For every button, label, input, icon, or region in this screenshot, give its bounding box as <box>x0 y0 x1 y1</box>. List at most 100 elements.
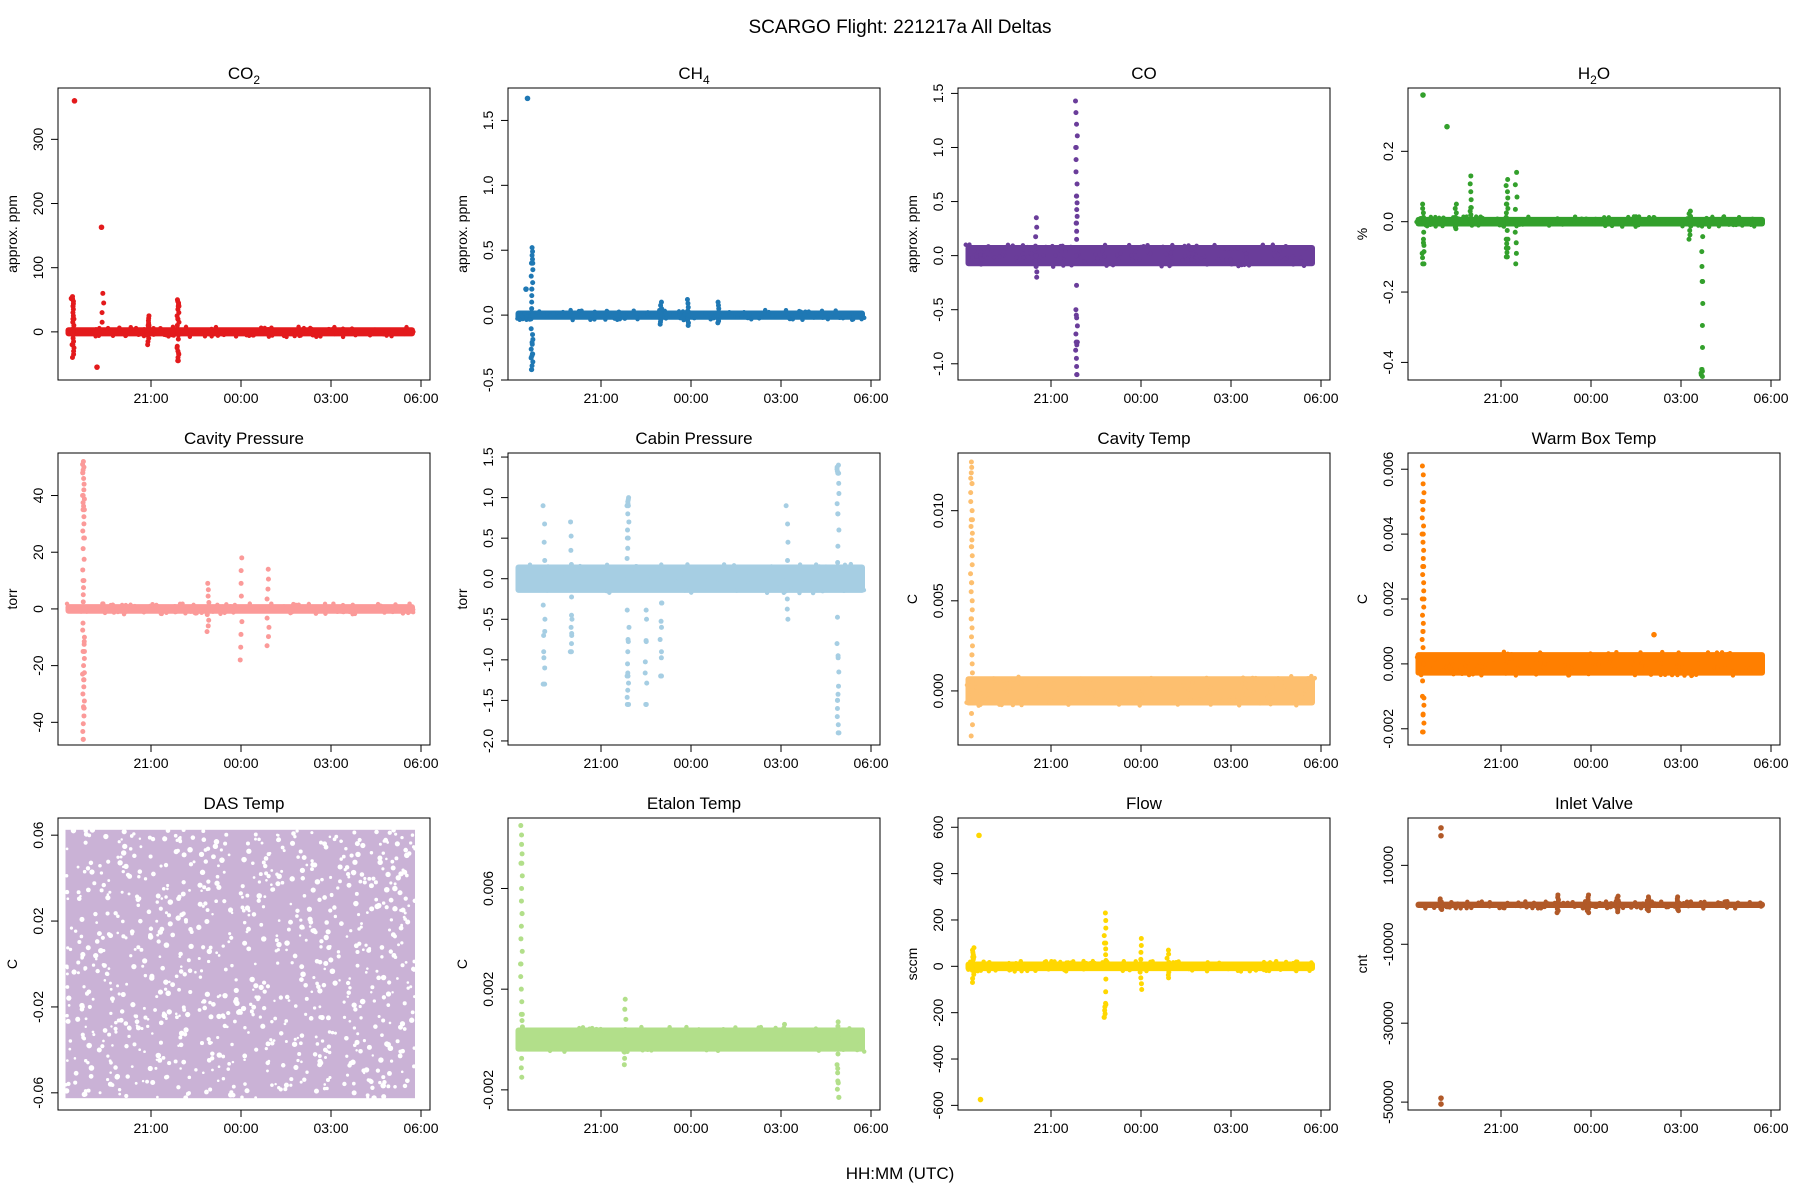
data-point <box>1693 672 1699 678</box>
data-gap <box>391 952 397 958</box>
data-point <box>1007 689 1013 695</box>
data-gap <box>100 935 105 940</box>
data-gap <box>83 840 88 845</box>
data-point <box>616 309 622 314</box>
data-gap <box>83 967 87 971</box>
data-gap <box>106 1077 110 1082</box>
data-point <box>1449 900 1454 906</box>
data-gap <box>151 1032 154 1035</box>
data-point <box>225 328 230 333</box>
data-gap <box>357 927 361 931</box>
data-gap <box>254 995 258 999</box>
spike-point <box>1420 645 1426 651</box>
spike-point <box>266 624 272 630</box>
spike-point <box>969 967 975 973</box>
data-point <box>191 602 196 608</box>
data-point <box>165 604 170 609</box>
data-point <box>713 1035 718 1041</box>
data-gap <box>183 1027 189 1033</box>
y-axis-label: torr <box>4 588 20 609</box>
data-gap <box>66 897 70 901</box>
data-point <box>766 1039 772 1044</box>
data-gap <box>280 845 285 850</box>
data-point <box>1596 655 1602 660</box>
data-point <box>1257 258 1262 263</box>
data-point <box>1266 968 1272 974</box>
spike-point <box>530 280 536 286</box>
data-point <box>684 1024 689 1030</box>
data-gap <box>366 1044 372 1050</box>
data-gap <box>210 1002 216 1007</box>
spike-point <box>834 641 840 647</box>
data-point <box>1290 966 1296 971</box>
data-point <box>405 610 411 616</box>
data-gap <box>329 875 333 880</box>
data-gap <box>402 1027 407 1031</box>
data-point <box>297 333 302 339</box>
data-gap <box>310 867 314 872</box>
data-point <box>1418 672 1424 678</box>
data-point <box>556 314 561 319</box>
data-gap <box>128 847 133 851</box>
data-gap <box>308 925 312 928</box>
data-gap <box>179 1067 182 1070</box>
outlier-point <box>524 95 531 102</box>
data-gap <box>264 871 269 876</box>
data-gap <box>389 881 393 885</box>
spike-point <box>658 673 664 679</box>
spike-point <box>530 249 536 255</box>
data-gap <box>98 1091 102 1095</box>
data-point <box>1173 960 1179 965</box>
spike-point <box>80 459 86 465</box>
data-point <box>1513 903 1518 909</box>
data-gap <box>387 1071 392 1076</box>
data-gap <box>277 919 281 922</box>
spike-point <box>81 713 87 719</box>
spike-point <box>1468 197 1474 203</box>
data-point <box>1066 692 1072 697</box>
data-point <box>1676 217 1682 222</box>
plot-frame <box>957 452 1331 746</box>
data-point <box>1588 651 1593 656</box>
data-point <box>1231 694 1236 700</box>
data-point <box>1251 690 1256 695</box>
data-point <box>69 604 74 610</box>
data-point <box>1282 684 1287 689</box>
data-point <box>1168 250 1174 256</box>
spike-point <box>835 1065 841 1071</box>
spike-point <box>1468 189 1474 195</box>
data-gap <box>399 908 403 912</box>
spike-point <box>1687 232 1693 238</box>
data-point <box>1705 650 1711 655</box>
data-gap <box>242 920 247 925</box>
data-point <box>1026 254 1031 260</box>
data-point <box>123 333 128 339</box>
data-point <box>666 310 672 316</box>
data-gap <box>162 836 166 840</box>
data-gap <box>377 859 383 866</box>
data-point <box>517 317 522 322</box>
data-layer <box>1414 463 1765 735</box>
spike-point <box>969 643 975 649</box>
spike-point <box>1137 969 1143 975</box>
data-gap <box>299 1041 303 1046</box>
data-gap <box>161 1012 168 1019</box>
spike-point <box>529 245 535 251</box>
data-point <box>309 326 314 332</box>
data-gap <box>156 933 160 937</box>
data-point <box>735 312 741 317</box>
data-point <box>389 334 394 339</box>
data-point <box>701 586 707 591</box>
data-point <box>400 611 406 616</box>
spike-point <box>1675 894 1681 900</box>
data-point <box>970 255 975 260</box>
data-point <box>598 1043 603 1049</box>
data-point <box>1630 222 1636 227</box>
data-gap <box>219 857 225 863</box>
data-point <box>1088 677 1093 682</box>
data-point <box>789 586 794 591</box>
data-gap <box>354 891 359 896</box>
spike-point <box>1074 207 1080 213</box>
data-point <box>1254 963 1259 968</box>
